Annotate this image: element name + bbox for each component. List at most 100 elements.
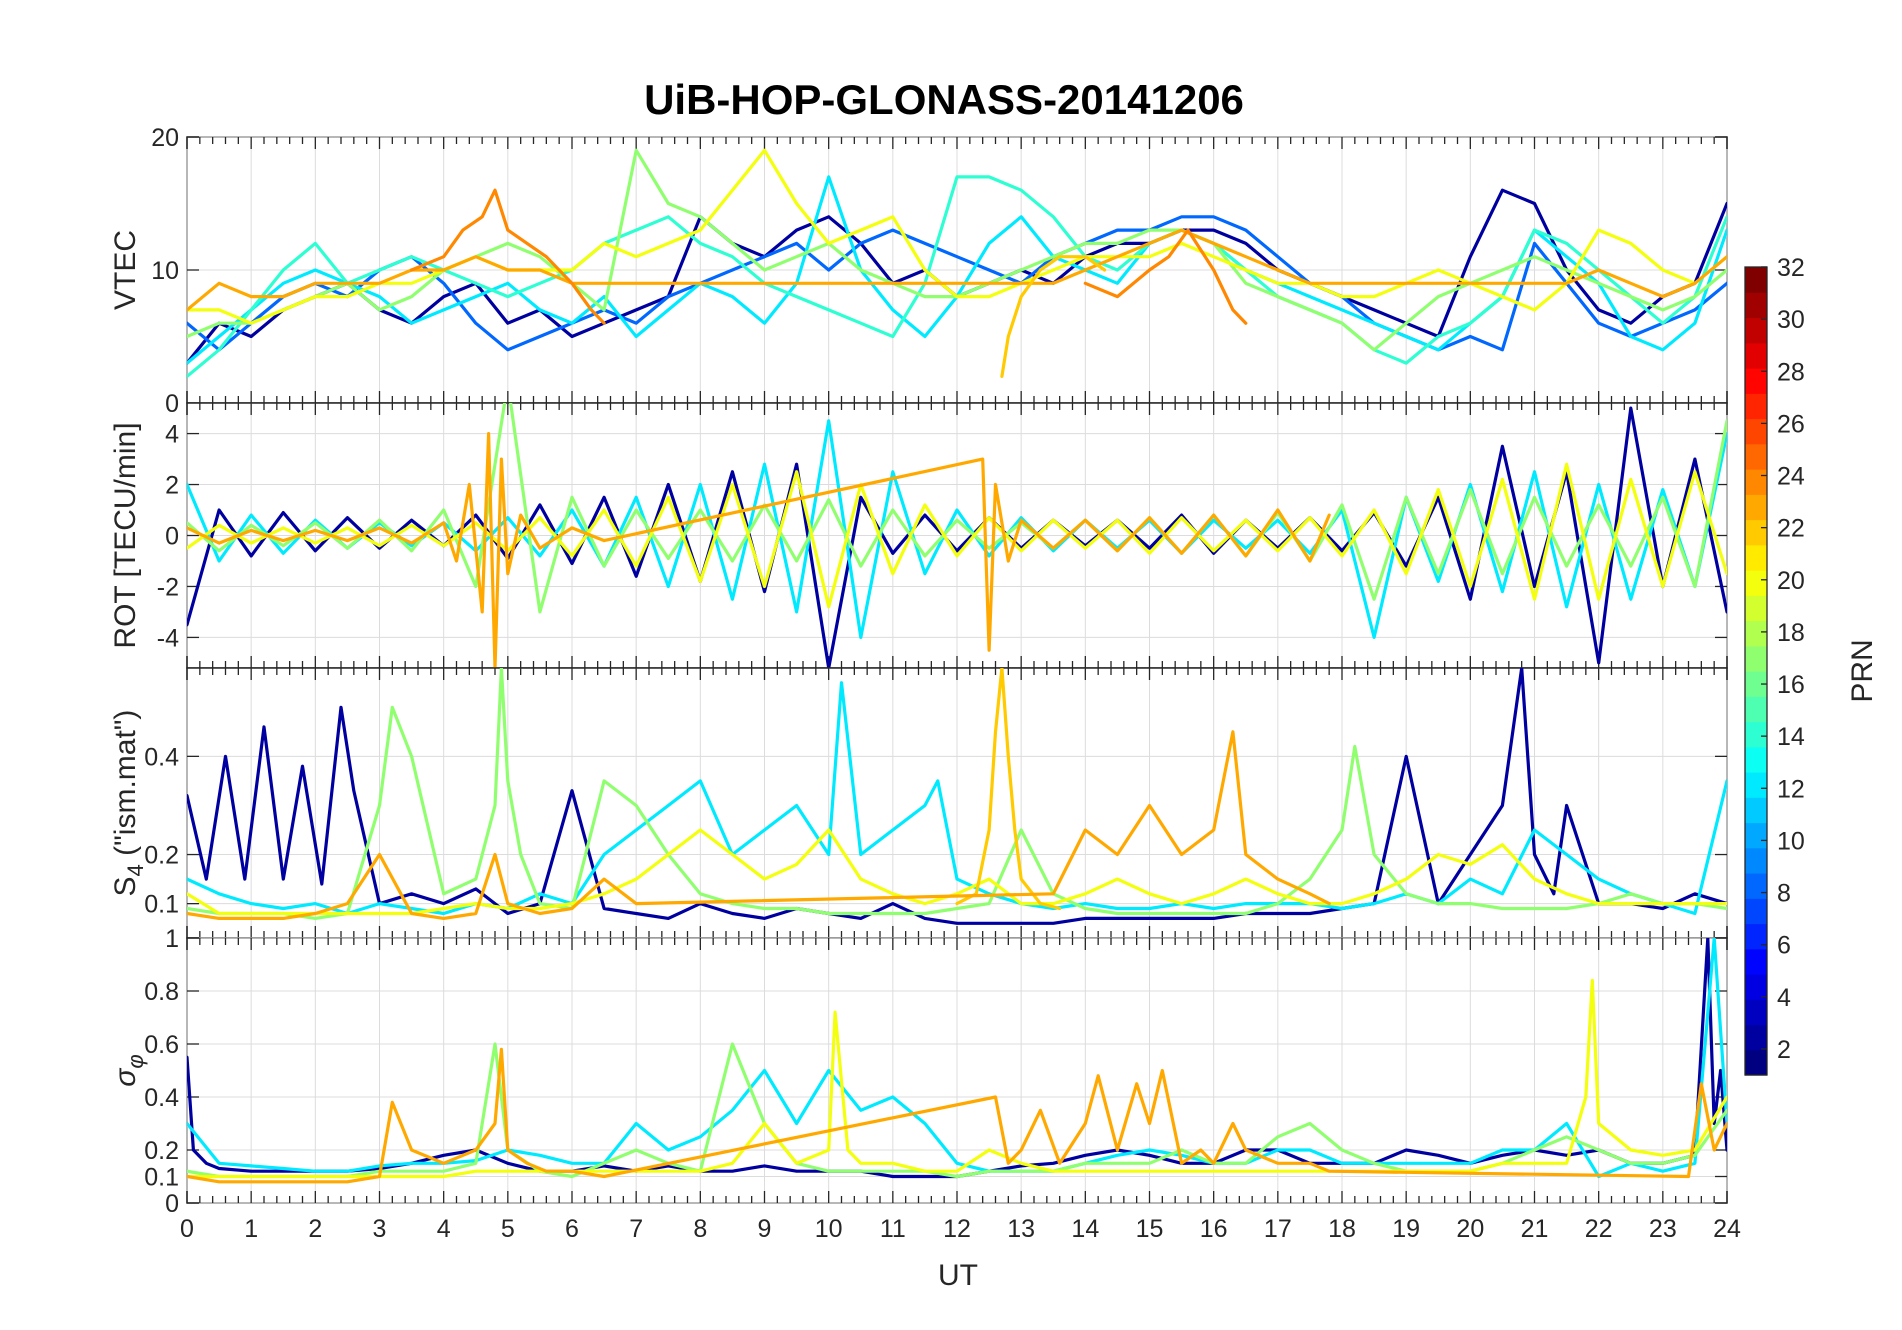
x-tick-label: 23 [1649,1215,1677,1243]
y-tick-label: 4 [165,421,179,449]
panel-s4-ticks [186,668,1728,938]
series-line-prn-20 [187,978,1727,1179]
panel-rot-traces [187,403,1727,668]
y-tick-label: 10 [151,257,179,285]
colorbar-swatch [1745,292,1767,319]
colorbar-tick-label: 14 [1777,723,1805,751]
panel-s4-traces [187,668,1727,925]
x-axis-label: UT [938,1259,978,1292]
panel-rot: -4 -2 0 2 4 ROT [TECU/min] [109,402,1728,669]
y-tick-label: 0.2 [144,842,179,870]
colorbar-tick-label: 30 [1777,306,1805,334]
series-line-prn-17 [187,403,1727,614]
x-tick-label: 9 [758,1215,772,1243]
colorbar-tick-label: 16 [1777,671,1805,699]
colorbar-swatch [1745,418,1767,445]
series-line-prn-23 [187,228,1727,312]
colorbar-swatch [1745,620,1767,647]
x-tick-label: 16 [1200,1215,1228,1243]
colorbar-tick-label: 26 [1777,410,1805,438]
colorbar-swatch [1745,923,1767,950]
colorbar-swatch [1745,746,1767,773]
y-tick-label: 0.1 [144,891,179,919]
y-axis-label: VTEC [109,230,142,310]
colorbar-swatch [1745,974,1767,1000]
series-line-prn-24 [410,188,606,325]
panel-vtec-ticks [186,136,1728,404]
x-tick-label: 13 [1007,1215,1035,1243]
y-axis-label: σφ [109,1054,148,1086]
colorbar-swatch [1745,822,1767,849]
colorbar-swatch [1745,519,1767,546]
x-tick-label: 10 [815,1215,843,1243]
colorbar-swatch [1745,494,1767,521]
colorbar-tick-label: 2 [1777,1036,1791,1064]
series-line-prn-20 [187,462,1727,609]
series-line-prn-24 [1083,228,1248,325]
colorbar-swatch [1745,999,1767,1026]
x-tick-label: 8 [693,1215,707,1243]
colorbar-swatch [1745,267,1767,293]
colorbar-swatch [1745,898,1767,925]
x-tick-label: 4 [437,1215,451,1243]
colorbar-tick-label: 4 [1777,984,1791,1012]
y-axis-label: ROT [TECU/min] [109,422,142,648]
x-tick-label: 2 [308,1215,322,1243]
x-tick-label: 6 [565,1215,579,1243]
x-tick-label: 22 [1585,1215,1613,1243]
colorbar-swatch [1745,570,1767,596]
x-tick-label: 3 [373,1215,387,1243]
x-tick-label: 24 [1713,1215,1741,1243]
colorbar-swatch [1745,544,1767,571]
x-tick-label: 20 [1456,1215,1484,1243]
panel-rot-grid [186,403,1728,668]
panel-sigma-traces [187,938,1727,1184]
series-line-prn-12 [187,938,1727,1179]
colorbar-swatch [1745,469,1767,495]
y-tick-label: 0.2 [144,1137,179,1165]
y-tick-label: -4 [157,624,179,652]
colorbar-tick-label: 28 [1777,358,1805,386]
x-tick-label: 19 [1392,1215,1420,1243]
colorbar-swatch [1745,696,1767,723]
colorbar-swatch [1745,847,1767,874]
x-tick-label: 11 [880,1215,906,1243]
y-tick-label: 0.4 [144,1084,179,1112]
y-tick-label: 0.8 [144,978,179,1006]
series-line-prn-20 [187,828,1727,916]
colorbar-swatch [1745,368,1767,394]
x-tick-label: 7 [629,1215,643,1243]
x-tick-label: 18 [1328,1215,1356,1243]
colorbar-tick-label: 10 [1777,827,1805,855]
y-tick-label: 20 [151,124,179,152]
y-tick-label: 0.1 [144,1164,179,1192]
series-line-prn-8 [187,215,1727,352]
colorbar-swatch [1745,948,1767,975]
x-tick-label: 0 [180,1215,194,1243]
colorbar-swatch [1745,595,1767,622]
series-line-prn-17 [187,668,1727,920]
colorbar-tick-label: 24 [1777,463,1805,491]
colorbar-tick-label: 6 [1777,932,1791,960]
x-tick-label: 5 [501,1215,515,1243]
colorbar-tick-label: 18 [1777,619,1805,647]
series-line-prn-23 [187,730,1331,920]
colorbar-swatch [1745,721,1767,748]
y-tick-label: 1 [165,925,179,953]
colorbar-tick-label: 8 [1777,880,1791,908]
series-line-prn-22 [1000,255,1107,378]
y-tick-label: 0 [165,1190,179,1218]
colorbar-label: PRN [1846,639,1879,702]
colorbar-swatch [1745,443,1767,470]
y-tick-label: 0.6 [144,1031,179,1059]
panel-rot-ticks [186,403,1728,668]
panel-vtec: 0 10 20 VTEC [109,124,1728,418]
colorbar-swatch [1745,645,1767,672]
y-tick-label: 0 [165,390,179,418]
colorbar-swatch [1745,772,1767,798]
x-tick-label: 14 [1071,1215,1099,1243]
